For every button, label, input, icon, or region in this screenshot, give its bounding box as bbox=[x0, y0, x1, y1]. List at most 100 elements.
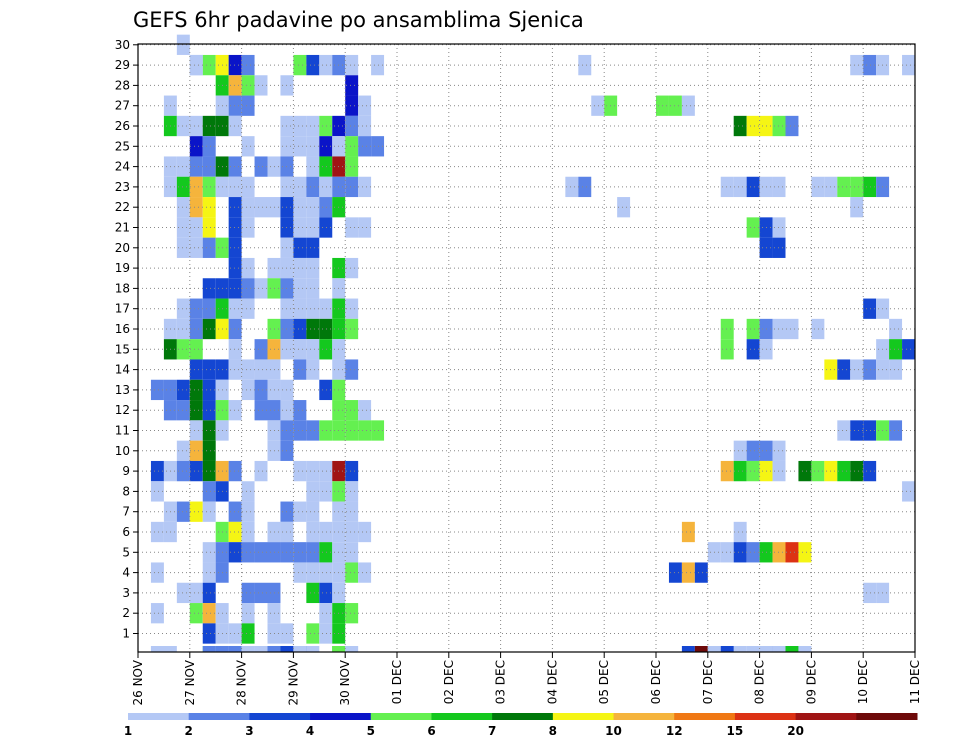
heatmap-cell bbox=[319, 298, 333, 319]
heatmap-cell bbox=[189, 197, 203, 218]
heatmap-cell bbox=[772, 237, 786, 258]
heatmap-cell bbox=[772, 646, 786, 652]
heatmap-cell bbox=[202, 136, 216, 157]
heatmap-cell bbox=[176, 582, 190, 604]
heatmap-cell bbox=[319, 460, 333, 482]
heatmap-cell bbox=[345, 646, 359, 652]
heatmap-cell bbox=[293, 298, 307, 319]
heatmap-cell bbox=[668, 562, 682, 583]
x-tick-label: 08 DEC bbox=[753, 660, 767, 704]
heatmap-cell bbox=[759, 646, 773, 652]
heatmap-cell bbox=[306, 257, 320, 279]
heatmap-cell bbox=[319, 115, 333, 137]
heatmap-cell bbox=[746, 318, 760, 340]
heatmap-cell bbox=[202, 646, 216, 652]
heatmap-cell bbox=[189, 54, 203, 76]
heatmap-cell bbox=[241, 481, 255, 502]
heatmap-cell bbox=[319, 136, 333, 157]
heatmap-cell bbox=[176, 400, 190, 421]
heatmap-cell bbox=[733, 542, 747, 563]
heatmap-cell bbox=[332, 646, 346, 652]
heatmap-cell bbox=[293, 54, 307, 76]
heatmap-cell bbox=[345, 603, 359, 624]
heatmap-cell bbox=[746, 460, 760, 482]
heatmap-cell bbox=[306, 623, 320, 644]
heatmap-cell bbox=[345, 542, 359, 563]
heatmap-cell bbox=[345, 521, 359, 543]
heatmap-cell bbox=[306, 318, 320, 340]
heatmap-cell bbox=[228, 75, 242, 96]
heatmap-cell bbox=[345, 562, 359, 583]
heatmap-cell bbox=[267, 623, 281, 644]
heatmap-cell bbox=[345, 501, 359, 522]
heatmap-cell bbox=[202, 217, 216, 238]
heatmap-cell bbox=[150, 603, 164, 624]
heatmap-cell bbox=[306, 156, 320, 177]
heatmap-cell bbox=[863, 582, 877, 604]
y-tick-label: 24 bbox=[115, 160, 130, 174]
heatmap-cell bbox=[293, 197, 307, 218]
heatmap-cell bbox=[228, 501, 242, 522]
heatmap-cell bbox=[202, 501, 216, 522]
y-tick-label: 23 bbox=[115, 180, 130, 194]
heatmap-cell bbox=[293, 339, 307, 360]
heatmap-cell bbox=[241, 257, 255, 279]
y-tick-label: 29 bbox=[115, 58, 130, 72]
heatmap-cell bbox=[306, 501, 320, 522]
heatmap-cell bbox=[889, 339, 903, 360]
colorbar-swatch bbox=[128, 713, 190, 720]
heatmap-cell bbox=[228, 318, 242, 340]
heatmap-cell bbox=[241, 217, 255, 238]
heatmap-cell bbox=[228, 339, 242, 360]
x-tick-label: 11 DEC bbox=[908, 660, 922, 704]
heatmap-cell bbox=[150, 460, 164, 482]
heatmap-cell bbox=[772, 176, 786, 198]
heatmap-cell bbox=[902, 481, 915, 502]
heatmap-cell bbox=[772, 440, 786, 461]
colorbar-label: 20 bbox=[787, 724, 804, 738]
heatmap-cell bbox=[345, 298, 359, 319]
heatmap-cell bbox=[345, 115, 359, 137]
heatmap-cell bbox=[293, 420, 307, 441]
heatmap-cell bbox=[241, 542, 255, 563]
colorbar-swatch bbox=[431, 713, 493, 720]
heatmap-cell bbox=[798, 542, 812, 563]
heatmap-cell bbox=[189, 460, 203, 482]
y-tick-label: 12 bbox=[115, 403, 130, 417]
chart-title: GEFS 6hr padavine po ansamblima Sjenica bbox=[133, 8, 584, 32]
heatmap-cell bbox=[254, 156, 268, 177]
heatmap-cell bbox=[228, 257, 242, 279]
heatmap-cell bbox=[345, 95, 359, 116]
heatmap-cell bbox=[202, 176, 216, 198]
heatmap-cell bbox=[850, 420, 864, 441]
heatmap-cell bbox=[681, 646, 695, 652]
heatmap-cell bbox=[176, 237, 190, 258]
heatmap-cell bbox=[306, 582, 320, 604]
y-tick-label: 28 bbox=[115, 78, 130, 92]
heatmap-cell bbox=[202, 156, 216, 177]
heatmap-cell bbox=[733, 521, 747, 543]
heatmap-cell bbox=[163, 646, 177, 652]
y-tick-label: 7 bbox=[122, 505, 130, 519]
heatmap-cells bbox=[150, 34, 915, 652]
x-tick-label: 09 DEC bbox=[804, 660, 818, 704]
heatmap-cell bbox=[254, 542, 268, 563]
heatmap-cell bbox=[241, 521, 255, 543]
heatmap-cell bbox=[345, 481, 359, 502]
heatmap-cell bbox=[202, 278, 216, 299]
heatmap-cell bbox=[176, 339, 190, 360]
heatmap-cell bbox=[733, 460, 747, 482]
colorbar-label: 15 bbox=[727, 724, 744, 738]
heatmap-cell bbox=[902, 54, 915, 76]
heatmap-cell bbox=[202, 582, 216, 604]
heatmap-cell bbox=[189, 603, 203, 624]
heatmap-cell bbox=[241, 54, 255, 76]
heatmap-cell bbox=[189, 420, 203, 441]
y-tick-label: 18 bbox=[115, 281, 130, 295]
y-tick-label: 16 bbox=[115, 322, 130, 336]
heatmap-cell bbox=[785, 115, 799, 137]
heatmap-cell bbox=[293, 460, 307, 482]
y-tick-label: 26 bbox=[115, 119, 130, 133]
y-tick-label: 22 bbox=[115, 200, 130, 214]
heatmap-cell bbox=[254, 75, 268, 96]
